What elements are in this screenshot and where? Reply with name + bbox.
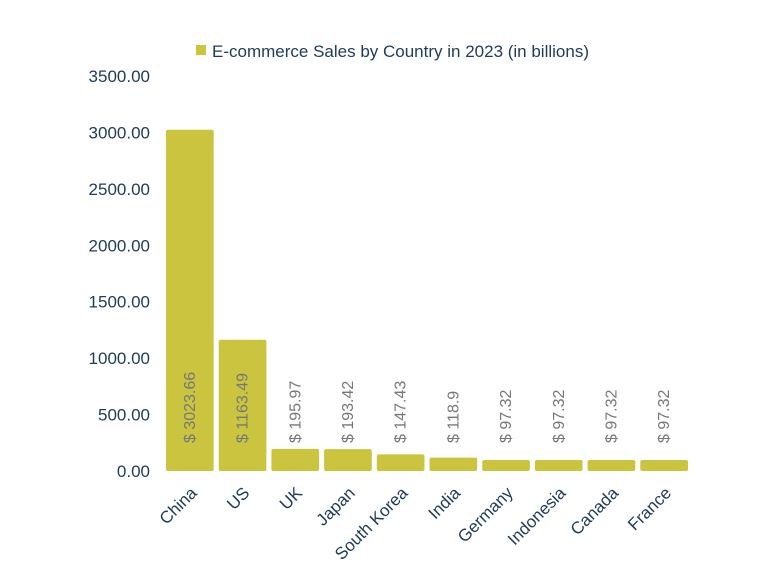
y-tick-label: 3500.00: [89, 67, 150, 86]
x-tick-label: France: [624, 483, 675, 534]
y-tick-label: 2000.00: [89, 236, 150, 255]
bar: [429, 457, 478, 471]
bar: [324, 449, 372, 471]
bar: [640, 460, 688, 471]
data-label: $ 147.43: [393, 381, 410, 443]
y-tick-label: 500.00: [98, 406, 150, 425]
y-tick-label: 0.00: [117, 462, 150, 481]
bar: [482, 460, 530, 471]
bar: [376, 454, 425, 471]
data-labels: $ 3023.66 $ 1163.49 $ 195.97 $ 193.42 $ 147.…: [182, 372, 673, 443]
bars: [166, 129, 688, 472]
x-tick-label: India: [425, 483, 465, 523]
data-label: $ 118.9: [445, 391, 462, 443]
bar: [166, 129, 214, 472]
legend: E-commerce Sales by Country in 2023 (in …: [196, 42, 589, 61]
data-label: $ 97.32: [656, 390, 673, 443]
data-label: $ 3023.66: [182, 372, 199, 443]
x-tick-label: China: [156, 483, 201, 528]
y-tick-label: 1500.00: [89, 293, 150, 312]
data-label: $ 195.97: [287, 381, 304, 443]
data-label: $ 1163.49: [235, 373, 252, 443]
legend-entry: E-commerce Sales by Country in 2023 (in …: [212, 42, 589, 61]
x-tick-label: Indonesia: [504, 483, 570, 549]
data-label: $ 97.32: [603, 390, 620, 443]
bar: [587, 460, 636, 471]
data-label: $ 97.32: [551, 390, 568, 443]
bar: [218, 339, 267, 471]
y-tick-label: 2500.00: [89, 180, 150, 199]
y-tick-label: 3000.00: [89, 123, 150, 142]
legend-swatch: [196, 45, 206, 55]
x-tick-label: UK: [276, 483, 307, 514]
y-axis: 0.00 500.00 1000.00 1500.00 2000.00 2500.00 30…: [89, 67, 150, 481]
data-label: $ 193.42: [340, 381, 357, 443]
x-tick-label: Japan: [313, 483, 359, 529]
x-tick-label: US: [223, 483, 253, 513]
bar: [534, 460, 583, 471]
y-tick-label: 1000.00: [89, 349, 150, 368]
bar: [271, 448, 320, 471]
data-label: $ 97.32: [498, 390, 515, 443]
x-tick-label: Canada: [567, 483, 623, 539]
